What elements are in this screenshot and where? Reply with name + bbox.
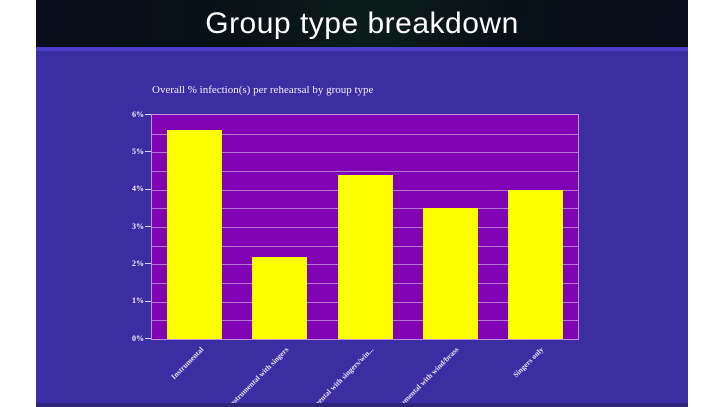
chart-title: Overall % infection(s) per rehearsal by …: [152, 84, 374, 96]
y-axis-tick: [145, 226, 151, 227]
y-axis-label: 4%: [132, 184, 144, 194]
y-axis-tick: [145, 263, 151, 265]
x-axis-label: Instrumental with singers: [225, 345, 291, 407]
y-axis-tick: [145, 114, 151, 115]
bar: [422, 208, 478, 339]
y-axis-tick: [145, 300, 151, 302]
page-title: Group type breakdown: [205, 6, 519, 40]
bar: [252, 256, 308, 339]
y-axis-tick: [145, 188, 151, 190]
y-axis-label: 1%: [132, 296, 144, 306]
bar: [337, 174, 393, 339]
y-axis-label: 3%: [132, 221, 144, 231]
slide: Group type breakdown Overall % infection…: [36, 0, 688, 407]
bar: [507, 189, 563, 339]
y-axis-label: 6%: [132, 109, 144, 119]
slide-bottom-strip: [36, 403, 688, 407]
gridline: [152, 133, 578, 135]
bar: [167, 129, 223, 339]
title-accent-line: [36, 47, 688, 51]
y-axis-label: 2%: [132, 258, 144, 268]
plot-area: [151, 114, 579, 340]
y-axis-label: 0%: [132, 333, 144, 343]
x-axis-label: Instrumental: [168, 345, 205, 382]
x-axis-label: Instrumental with singers/win...: [296, 345, 376, 407]
gridline: [152, 171, 578, 172]
y-axis-label: 5%: [132, 146, 144, 156]
y-axis-tick: [145, 338, 151, 339]
slide-title-bar: Group type breakdown: [36, 0, 688, 47]
bar-chart: Overall % infection(s) per rehearsal by …: [36, 51, 688, 407]
x-axis-label: Singers only: [511, 345, 546, 380]
y-axis-tick: [145, 151, 151, 153]
x-axis-label: Instrumental with wind/brass: [386, 345, 461, 407]
gridline: [152, 152, 578, 154]
